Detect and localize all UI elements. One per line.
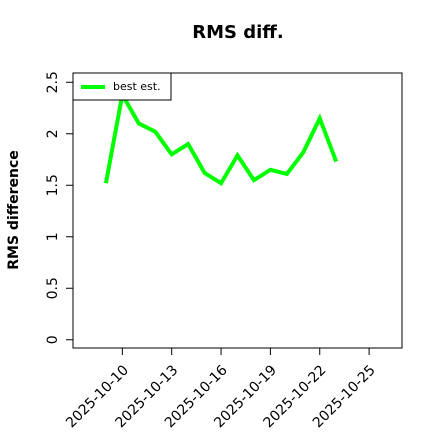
chart-title: RMS diff. bbox=[192, 22, 283, 43]
y-tick-label: 0 bbox=[45, 335, 61, 344]
y-axis-label: RMS difference bbox=[6, 150, 22, 270]
y-tick-label: 2 bbox=[45, 129, 61, 138]
legend-label: best est. bbox=[113, 80, 161, 93]
plot-frame bbox=[72, 72, 403, 349]
y-tick-label: 1 bbox=[45, 232, 61, 241]
y-tick-label: 0.5 bbox=[45, 277, 61, 299]
y-tick-label: 1.5 bbox=[45, 174, 61, 196]
y-tick-label: 2.5 bbox=[45, 71, 61, 93]
series-line bbox=[103, 88, 339, 186]
